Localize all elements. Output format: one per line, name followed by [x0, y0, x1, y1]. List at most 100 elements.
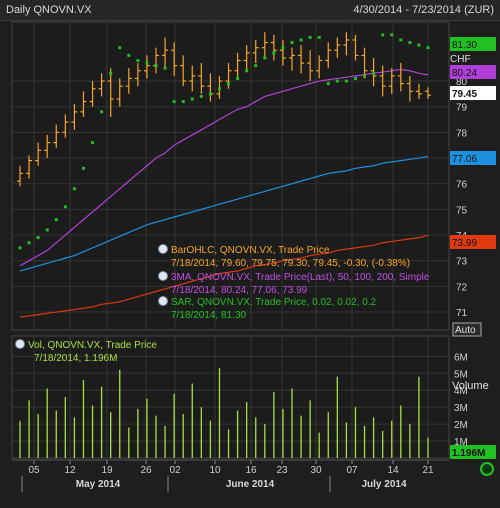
x-tick-label: 12	[64, 465, 76, 476]
x-tick-label: 23	[276, 465, 288, 476]
price-value-badge-label: 73.99	[452, 238, 477, 249]
price-tick-label: 76	[456, 180, 468, 191]
volume-legend-values: 7/18/2014, 1.196M	[34, 353, 117, 364]
sar-point	[91, 141, 95, 145]
price-tick-label: 72	[456, 282, 468, 293]
sar-point	[127, 53, 131, 57]
sar-point	[27, 241, 31, 245]
volume-tick-label: 5M	[454, 369, 468, 380]
status-indicator-icon[interactable]	[480, 462, 494, 476]
sar-point	[381, 33, 385, 37]
price-value-badge-label: 81.30	[452, 40, 477, 51]
price-tick-label: 80	[456, 77, 468, 88]
gear-icon[interactable]	[158, 271, 168, 281]
month-label: July 2014	[361, 479, 406, 490]
sar-point	[118, 46, 122, 50]
price-tick-label: 73	[456, 257, 468, 268]
sar-point	[344, 79, 348, 83]
month-label: June 2014	[226, 479, 275, 490]
price-value-badge	[450, 86, 496, 100]
legend-label: SAR, QNOVN.VX, Trade Price, 0.02, 0.02, …	[171, 297, 377, 308]
sar-point	[45, 228, 49, 232]
month-label: May 2014	[76, 479, 121, 490]
sar-point	[63, 205, 67, 209]
price-value-badge-label: 79.45	[452, 89, 477, 100]
x-tick-label: 07	[346, 465, 358, 476]
volume-tick-label: 2M	[454, 420, 468, 431]
sar-point	[299, 38, 303, 42]
gear-icon[interactable]	[15, 339, 25, 349]
volume-axis-title: Volume	[452, 380, 489, 392]
gear-icon[interactable]	[158, 244, 168, 254]
sar-point	[372, 71, 376, 75]
price-tick-label: 78	[456, 128, 468, 139]
sar-point	[399, 38, 403, 42]
sar-point	[281, 46, 285, 50]
sar-point	[109, 71, 113, 75]
sar-point	[263, 56, 267, 60]
sar-point	[353, 76, 357, 80]
sar-point	[308, 35, 312, 39]
sar-point	[408, 41, 412, 45]
sar-point	[100, 110, 104, 114]
price-tick-label: 71	[456, 308, 468, 319]
price-value-badge	[450, 235, 496, 249]
sar-point	[54, 218, 58, 222]
chart-title: Daily QNOVN.VX	[6, 4, 92, 16]
ma50-line	[19, 68, 429, 267]
x-tick-label: 26	[140, 465, 152, 476]
sar-point	[208, 92, 212, 96]
price-value-badge-label: 80.24	[452, 68, 477, 79]
sar-point	[417, 43, 421, 47]
sar-point	[199, 94, 203, 98]
price-panel	[11, 21, 450, 331]
sar-point	[335, 79, 339, 83]
legend-values: 7/18/2014, 80.24, 77.06, 73.99	[171, 285, 308, 296]
sar-point	[163, 66, 167, 70]
x-tick-label: 21	[422, 465, 434, 476]
sar-point	[81, 166, 85, 170]
volume-tick-label: 4M	[454, 386, 468, 397]
volume-tick-label: 1M	[454, 437, 468, 448]
chart-header: Daily QNOVN.VX 4/30/2014 - 7/23/2014 (ZU…	[0, 0, 500, 21]
x-tick-label: 19	[101, 465, 113, 476]
sar-point	[390, 33, 394, 37]
price-tick-label: 79	[456, 103, 468, 114]
x-tick-label: 02	[169, 465, 181, 476]
x-tick-label: 05	[28, 465, 40, 476]
date-range: 4/30/2014 - 7/23/2014 (ZUR)	[353, 4, 494, 16]
legend-values: 7/18/2014, 79.60, 79.75, 79.30, 79.45, -…	[171, 258, 410, 269]
legend-values: 7/18/2014, 81.30	[171, 310, 247, 321]
currency-label: CHF	[450, 54, 471, 65]
x-tick-label: 14	[387, 465, 399, 476]
legend-label: 3MA, QNOVN.VX, Trade Price(Last), 50, 10…	[171, 272, 430, 283]
sar-point	[190, 97, 194, 101]
x-tick-label: 16	[245, 465, 257, 476]
volume-value-badge-label: 1.196M	[452, 448, 485, 459]
gear-icon[interactable]	[158, 296, 168, 306]
volume-value-badge	[450, 445, 496, 459]
price-tick-label: 75	[456, 205, 468, 216]
price-value-badge	[450, 37, 496, 51]
sar-point	[236, 76, 240, 80]
sar-point	[426, 46, 430, 50]
sar-point	[326, 82, 330, 86]
auto-scale-button[interactable]	[452, 322, 482, 337]
volume-tick-label: 6M	[454, 352, 468, 363]
ma200-line	[19, 234, 429, 318]
sar-point	[18, 246, 22, 250]
price-value-badge	[450, 151, 496, 165]
sar-point	[181, 100, 185, 104]
legend-label: BarOHLC, QNOVN.VX, Trade Price	[171, 245, 330, 256]
sar-point	[363, 74, 367, 78]
price-value-badge-label: 77.06	[452, 154, 477, 165]
price-value-badge	[450, 65, 496, 79]
auto-scale-label: Auto	[455, 325, 476, 336]
x-tick-label: 10	[209, 465, 221, 476]
sar-point	[172, 100, 176, 104]
sar-point	[317, 35, 321, 39]
sar-point	[245, 69, 249, 73]
sar-point	[227, 82, 231, 86]
x-tick-label: 30	[310, 465, 322, 476]
